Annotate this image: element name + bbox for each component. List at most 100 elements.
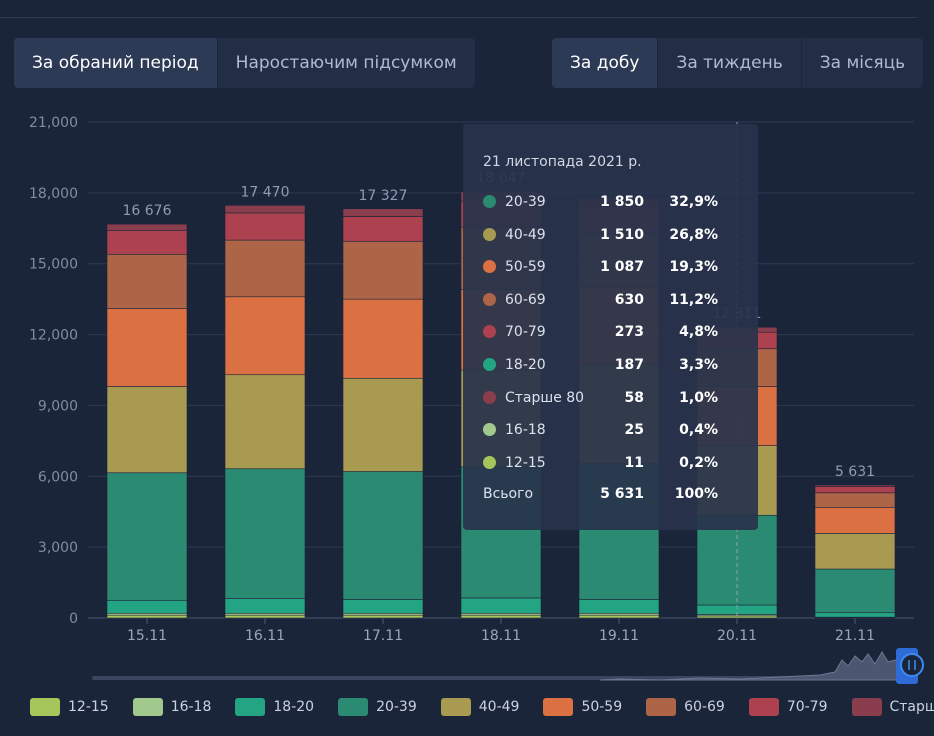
top-divider: [0, 17, 917, 18]
legend-label: 16-18: [170, 699, 212, 715]
tooltip-series-percent: 0,2%: [679, 454, 718, 471]
legend-item[interactable]: Старше 80: [851, 696, 934, 718]
bar-segment: [460, 614, 542, 619]
tooltip-row: 50-59 1 087 19,3%: [483, 255, 743, 279]
x-tick-label: 20.11: [717, 628, 757, 644]
bar-segment: [578, 599, 660, 614]
navigator-grip[interactable]: [900, 653, 924, 677]
x-tick-label: 16.11: [245, 628, 285, 644]
tooltip-series-name: 50-59: [505, 259, 546, 276]
tooltip-series-value: 273: [614, 324, 644, 341]
mode-toggle: За обраний період Наростаючим підсумком: [14, 38, 475, 88]
y-tick-label: 9,000: [38, 398, 78, 414]
tooltip-series-percent: 1,0%: [679, 389, 718, 406]
bar-total-label: 17 327: [359, 188, 408, 204]
legend-item[interactable]: 40-49: [440, 696, 519, 718]
legend-label: 18-20: [273, 699, 315, 715]
y-tick-label: 12,000: [29, 328, 78, 344]
tooltip-row: 12-15 11 0,2%: [483, 451, 743, 475]
chart-tooltip: 21 листопада 2021 р. 20-39 1 850 32,9% 40-4…: [463, 124, 758, 530]
y-tick-label: 18,000: [29, 186, 78, 202]
bar-segment: [342, 240, 424, 300]
bar-segment: [224, 468, 306, 599]
tab-per-day[interactable]: За добу: [552, 38, 658, 88]
tooltip-series-name: 12-15: [505, 454, 546, 471]
bar-segment: [814, 507, 896, 534]
tooltip-series-percent: 11,2%: [669, 291, 718, 308]
tooltip-series-value: 25: [624, 422, 644, 439]
x-tick-label: 15.11: [127, 628, 167, 644]
series-dot-icon: [483, 455, 496, 469]
legend-swatch-icon: [851, 698, 882, 716]
tooltip-series-value: 58: [624, 389, 644, 406]
tab-per-month[interactable]: За місяць: [800, 38, 924, 88]
tooltip-series-percent: 0,4%: [679, 422, 718, 439]
y-tick-label: 3,000: [38, 540, 78, 556]
tooltip-series-value: 1 087: [600, 259, 644, 276]
series-dot-icon: [483, 292, 496, 306]
tooltip-total-label: Всього: [483, 486, 534, 502]
legend-label: 60-69: [684, 699, 725, 715]
series-dot-icon: [483, 390, 496, 404]
tooltip-series-percent: 19,3%: [669, 259, 718, 276]
legend-swatch-icon: [338, 698, 369, 716]
legend-label: 12-15: [68, 699, 109, 715]
y-tick-label: 21,000: [29, 115, 78, 131]
tooltip-row: 20-39 1 850 32,9%: [483, 190, 743, 214]
bar-segment: [106, 308, 188, 387]
legend-item[interactable]: 70-79: [748, 696, 828, 718]
legend-label: 50-59: [581, 699, 623, 715]
tooltip-row: Старше 80 58 1,0%: [483, 386, 743, 410]
bar-segment: [342, 216, 424, 242]
tab-cumulative[interactable]: Наростаючим підсумком: [216, 38, 475, 88]
bar-segment: [814, 484, 896, 487]
legend-item[interactable]: 50-59: [543, 696, 622, 718]
series-dot-icon: [483, 260, 496, 274]
period-toggle: За добу За тиждень За місяць: [552, 38, 924, 88]
legend-item[interactable]: 12-15: [30, 696, 109, 718]
bar-segment: [224, 296, 306, 376]
chart-legend: 12-15 16-18 18-20 20-39 40-49 50-59 60-69 70-79…: [30, 696, 934, 718]
legend-label: Старше 80: [889, 699, 934, 715]
navigator-sparkline: [599, 651, 903, 681]
tab-per-week[interactable]: За тиждень: [657, 38, 801, 88]
tooltip-series-value: 187: [614, 357, 644, 373]
legend-item[interactable]: 60-69: [646, 696, 725, 718]
x-tick-label: 21.11: [835, 628, 875, 644]
tooltip-series-name: 60-69: [505, 291, 546, 308]
tooltip-series-percent: 3,3%: [679, 357, 718, 373]
tab-selected-period[interactable]: За обраний період: [14, 38, 217, 88]
y-tick-label: 6,000: [38, 469, 78, 485]
bar-segment: [224, 598, 306, 614]
legend-swatch-icon: [30, 698, 60, 716]
legend-item[interactable]: 18-20: [235, 696, 314, 718]
tooltip-row: 16-18 25 0,4%: [483, 418, 743, 442]
bar-segment: [106, 253, 188, 309]
bar-segment: [814, 533, 896, 570]
series-dot-icon: [483, 195, 496, 208]
tooltip-row: 70-79 273 4,8%: [483, 320, 743, 344]
bar-segment: [224, 212, 306, 241]
tooltip-series-value: 1 510: [600, 226, 644, 243]
legend-item[interactable]: 16-18: [132, 696, 212, 718]
bar-segment: [342, 208, 424, 217]
tooltip-total-value: 5 631: [600, 486, 644, 502]
bar-segment: [814, 568, 896, 614]
series-dot-icon: [483, 358, 496, 371]
tooltip-series-name: 16-18: [505, 422, 546, 439]
tooltip-series-value: 11: [624, 454, 644, 471]
series-dot-icon: [483, 227, 496, 241]
bar-segment: [814, 486, 896, 494]
tooltip-series-percent: 4,8%: [679, 324, 718, 341]
legend-item[interactable]: 20-39: [338, 696, 417, 718]
bar-segment: [106, 472, 188, 601]
tooltip-series-value: 630: [614, 291, 644, 308]
tooltip-total-row: Всього 5 631 100%: [483, 482, 743, 506]
tooltip-series-value: 1 850: [600, 194, 644, 210]
tooltip-series-name: Старше 80: [505, 389, 585, 406]
bar-segment: [106, 386, 188, 474]
legend-swatch-icon: [132, 698, 163, 716]
legend-swatch-icon: [543, 698, 574, 716]
y-tick-label: 0: [69, 611, 78, 627]
